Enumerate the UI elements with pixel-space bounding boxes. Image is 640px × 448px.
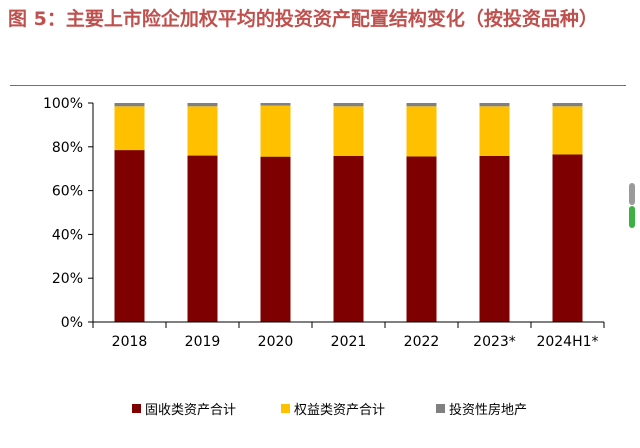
bar-equity-2020 <box>260 105 291 157</box>
x-tick-label: 2022 <box>404 334 440 350</box>
bar-property-2020 <box>260 103 291 106</box>
bar-equity-2023* <box>479 106 510 156</box>
y-tick-label: 100% <box>43 96 83 112</box>
bar-property-2023* <box>479 103 510 107</box>
legend-label: 固收类资产合计 <box>145 403 236 418</box>
bar-fixed-income-2018 <box>114 150 145 322</box>
bar-equity-2024H1* <box>552 106 583 155</box>
bar-property-2021 <box>333 103 364 107</box>
bar-fixed-income-2019 <box>187 155 218 322</box>
legend-swatch <box>436 404 445 413</box>
bar-property-2022 <box>406 103 437 107</box>
x-tick-label: 2020 <box>258 334 294 350</box>
x-tick-label: 2023* <box>473 334 516 350</box>
scrollbar-thumb[interactable] <box>629 183 635 205</box>
bar-property-2024H1* <box>552 103 583 107</box>
axes: 0% 20% 40% 60% 80% 100% 2018 2019 2020 2021 2022 20… <box>43 96 605 350</box>
bar-fixed-income-2024H1* <box>552 154 583 322</box>
bar-property-2019 <box>187 103 218 107</box>
bar-fixed-income-2023* <box>479 155 510 322</box>
legend-label: 权益类资产合计 <box>294 402 385 418</box>
bar-fixed-income-2022 <box>406 156 437 322</box>
x-tick-label: 2024H1* <box>536 334 598 350</box>
x-tick-label: 2018 <box>112 334 148 350</box>
bar-fixed-income-2020 <box>260 156 291 322</box>
title-divider <box>10 85 626 86</box>
y-tick-label: 0% <box>61 315 83 331</box>
legend-swatch <box>132 404 141 413</box>
y-tick-label: 40% <box>52 227 83 243</box>
x-tick-label: 2019 <box>185 334 221 350</box>
bar-equity-2018 <box>114 106 145 151</box>
legend-label: 投资性房地产 <box>449 402 527 418</box>
legend-swatch <box>281 404 290 413</box>
y-tick-label: 80% <box>52 140 83 156</box>
bar-equity-2021 <box>333 106 364 156</box>
x-tick-label: 2021 <box>331 334 367 350</box>
bar-property-2018 <box>114 103 145 107</box>
bar-marks <box>114 103 583 322</box>
legend: 固收类资产合计 权益类资产合计 投资性房地产 <box>132 402 527 418</box>
scrollbar-indicator[interactable] <box>629 206 635 228</box>
bar-fixed-income-2021 <box>333 155 364 322</box>
bar-equity-2022 <box>406 106 437 157</box>
y-tick-label: 20% <box>52 271 83 287</box>
y-tick-label: 60% <box>52 184 83 200</box>
bar-equity-2019 <box>187 106 218 156</box>
figure-title: 图 5：主要上市险企加权平均的投资资产配置结构变化（按投资品种） <box>8 8 598 30</box>
